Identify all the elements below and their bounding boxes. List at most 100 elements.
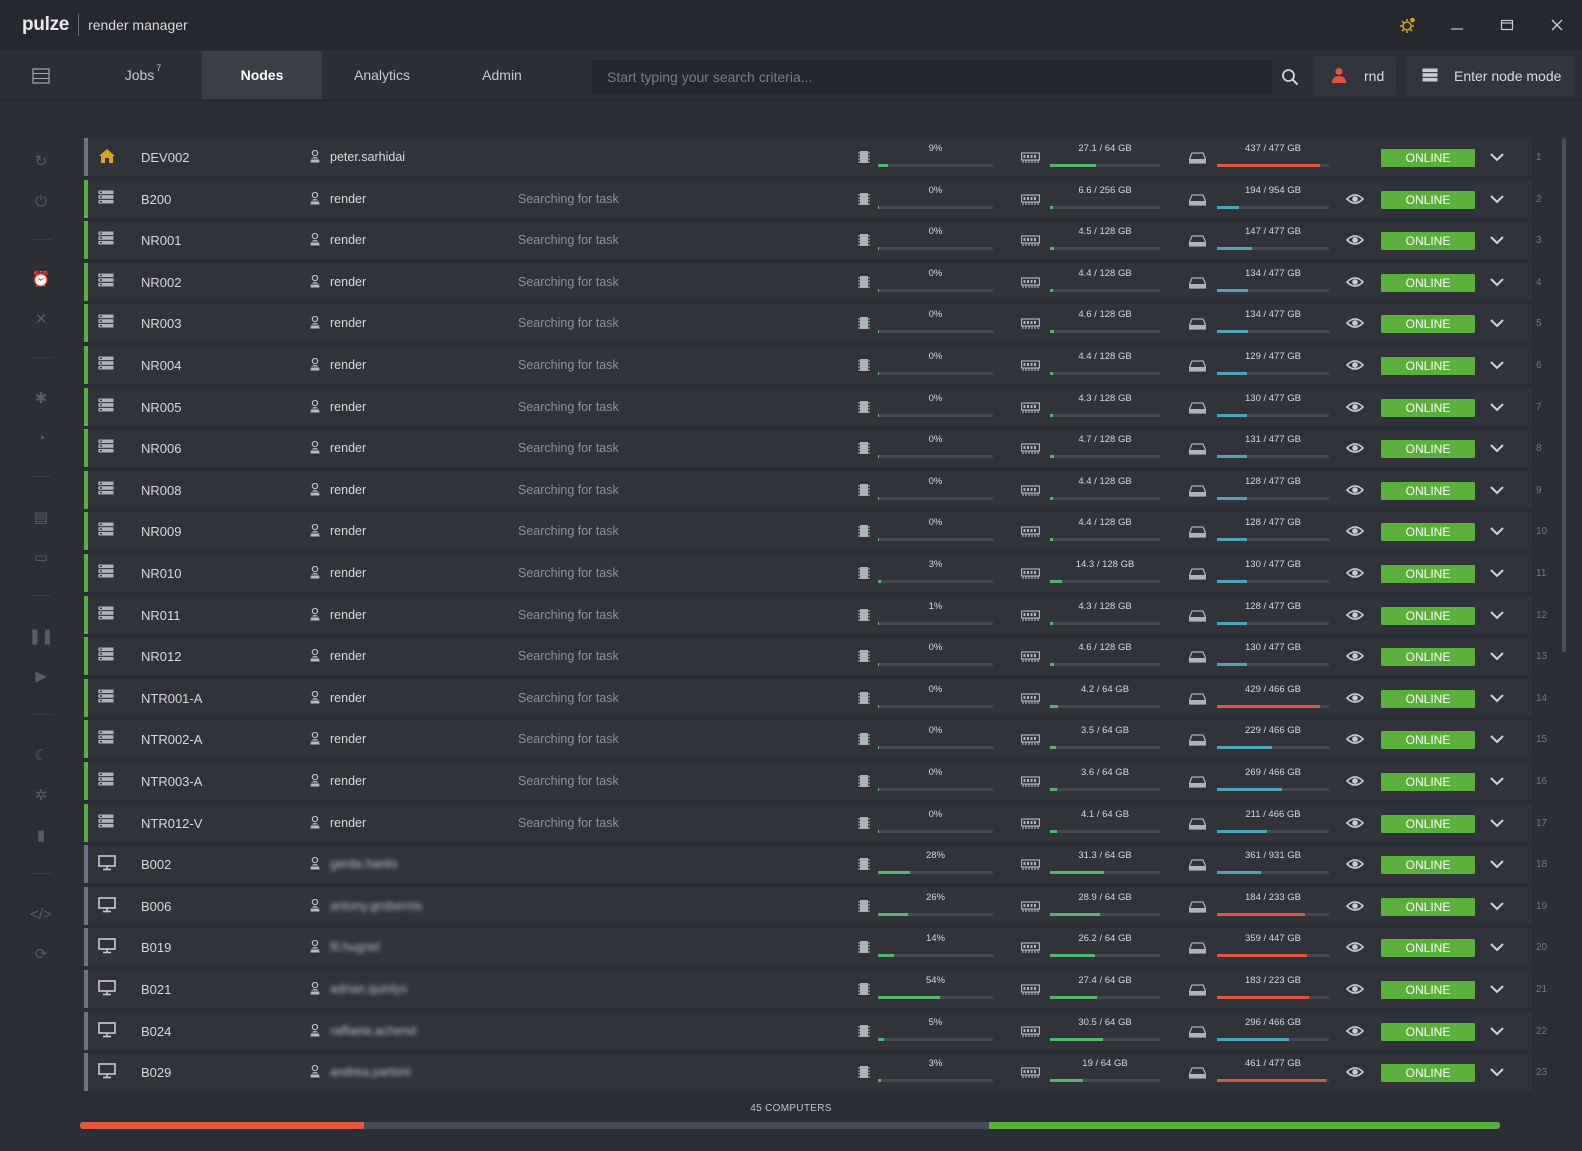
watch-eye-icon[interactable]: [1345, 274, 1365, 290]
node-name[interactable]: NR005: [141, 400, 182, 415]
watch-eye-icon[interactable]: [1345, 939, 1365, 955]
chevron-down-icon[interactable]: [1489, 524, 1505, 538]
chevron-down-icon[interactable]: [1489, 899, 1505, 913]
node-row[interactable]: B029 andrea.partoni 3% 19 / 64 GB 461 / 477 …: [84, 1053, 1532, 1091]
node-name[interactable]: B006: [141, 899, 172, 914]
watch-eye-icon[interactable]: [1345, 815, 1365, 831]
node-row[interactable]: NR001 render Searching for task 0% 4.5 / 128…: [84, 221, 1532, 259]
chevron-down-icon[interactable]: [1489, 608, 1505, 622]
bug-icon[interactable]: ✱: [34, 390, 48, 407]
node-row[interactable]: NR010 render Searching for task 3% 14.3 / 12…: [84, 554, 1532, 592]
power-icon[interactable]: ⏻: [35, 192, 47, 210]
play-icon[interactable]: ▶: [35, 668, 47, 685]
watch-eye-icon[interactable]: [1345, 523, 1365, 539]
node-name[interactable]: NTR001-A: [141, 691, 203, 706]
dashboard-icon[interactable]: ◔: [36, 429, 46, 447]
node-name[interactable]: B024: [141, 1024, 172, 1039]
node-name[interactable]: NTR002-A: [141, 732, 203, 747]
node-name[interactable]: DEV002: [141, 150, 190, 165]
watch-eye-icon[interactable]: [1345, 690, 1365, 706]
node-name[interactable]: NR009: [141, 524, 182, 539]
watch-eye-icon[interactable]: [1345, 1064, 1365, 1080]
restart-icon[interactable]: ↻: [34, 153, 48, 170]
chevron-down-icon[interactable]: [1489, 732, 1505, 746]
chevron-down-icon[interactable]: [1489, 649, 1505, 663]
chevron-down-icon[interactable]: [1489, 982, 1505, 996]
node-row[interactable]: NR011 render Searching for task 1% 4.3 / 128…: [84, 596, 1532, 634]
node-name[interactable]: NR008: [141, 483, 182, 498]
node-row[interactable]: B024 raffaela.achend 5% 30.5 / 64 GB 296 / 4…: [84, 1012, 1532, 1050]
node-name[interactable]: NR011: [141, 608, 181, 623]
watch-eye-icon[interactable]: [1345, 856, 1365, 872]
watch-eye-icon[interactable]: [1345, 482, 1365, 498]
node-name[interactable]: NR012: [141, 649, 182, 664]
settings-gear-icon[interactable]: [1382, 0, 1432, 50]
watch-eye-icon[interactable]: [1345, 315, 1365, 331]
chevron-down-icon[interactable]: [1489, 275, 1505, 289]
watch-eye-icon[interactable]: [1345, 898, 1365, 914]
chevron-down-icon[interactable]: [1489, 441, 1505, 455]
chevron-down-icon[interactable]: [1489, 857, 1505, 871]
node-name[interactable]: B019: [141, 940, 172, 955]
watch-eye-icon[interactable]: [1345, 607, 1365, 623]
node-name[interactable]: NR003: [141, 316, 182, 331]
node-row[interactable]: NTR001-A render Searching for task 0% 4.2 / …: [84, 679, 1532, 717]
watch-eye-icon[interactable]: [1345, 440, 1365, 456]
laptop-icon[interactable]: ▭: [33, 549, 49, 566]
node-row[interactable]: DEV002 peter.sarhidai 9% 27.1 / 64 GB 437 / …: [84, 138, 1532, 176]
watch-eye-icon[interactable]: [1345, 648, 1365, 664]
tab-nodes[interactable]: Nodes: [202, 51, 322, 99]
node-row[interactable]: NR006 render Searching for task 0% 4.7 / 128…: [84, 429, 1532, 467]
sleep-moon-icon[interactable]: ☾: [34, 747, 48, 764]
chevron-down-icon[interactable]: [1489, 691, 1505, 705]
node-row[interactable]: NTR002-A render Searching for task 0% 3.5 / …: [84, 720, 1532, 758]
node-row[interactable]: NR004 render Searching for task 0% 4.4 / 128…: [84, 346, 1532, 384]
pause-icon[interactable]: ❚❚: [28, 628, 54, 645]
minimize-icon[interactable]: [1432, 0, 1482, 50]
node-name[interactable]: NR004: [141, 358, 182, 373]
chip-icon[interactable]: ▮: [36, 827, 46, 844]
node-row[interactable]: NTR003-A render Searching for task 0% 3.6 / …: [84, 762, 1532, 800]
chevron-down-icon[interactable]: [1489, 358, 1505, 372]
chevron-down-icon[interactable]: [1489, 1065, 1505, 1079]
node-name[interactable]: NR002: [141, 275, 182, 290]
node-row[interactable]: NR009 render Searching for task 0% 4.4 / 128…: [84, 512, 1532, 550]
chevron-down-icon[interactable]: [1489, 192, 1505, 206]
chevron-down-icon[interactable]: [1489, 316, 1505, 330]
chevron-down-icon[interactable]: [1489, 774, 1505, 788]
node-name[interactable]: NTR003-A: [141, 774, 203, 789]
menu-list-icon[interactable]: [20, 63, 62, 89]
node-row[interactable]: B006 antony.grobernis 26% 28.9 / 64 GB 184 /…: [84, 887, 1532, 925]
chevron-down-icon[interactable]: [1489, 566, 1505, 580]
chevron-down-icon[interactable]: [1489, 1024, 1505, 1038]
gear-icon[interactable]: ✲: [34, 787, 48, 804]
scrollbar[interactable]: [1562, 138, 1566, 652]
enter-node-mode-button[interactable]: Enter node mode: [1406, 56, 1574, 96]
sync-icon[interactable]: ⟳: [34, 946, 48, 963]
chevron-down-icon[interactable]: [1489, 940, 1505, 954]
node-name[interactable]: B002: [141, 857, 172, 872]
watch-eye-icon[interactable]: [1345, 731, 1365, 747]
node-row[interactable]: NR008 render Searching for task 0% 4.4 / 128…: [84, 471, 1532, 509]
node-name[interactable]: NR001: [141, 233, 182, 248]
node-row[interactable]: B002 gerda.hanlis 28% 31.3 / 64 GB 361 / 931…: [84, 845, 1532, 883]
chevron-down-icon[interactable]: [1489, 483, 1505, 497]
cancel-icon[interactable]: ✕: [34, 311, 48, 328]
watch-eye-icon[interactable]: [1345, 565, 1365, 581]
tab-jobs[interactable]: Jobs 7: [82, 51, 202, 99]
node-name[interactable]: B021: [141, 982, 172, 997]
node-name[interactable]: NTR012-V: [141, 816, 203, 831]
watch-eye-icon[interactable]: [1345, 773, 1365, 789]
watch-eye-icon[interactable]: [1345, 1023, 1365, 1039]
node-row[interactable]: NTR012-V render Searching for task 0% 4.1 / …: [84, 804, 1532, 842]
code-icon[interactable]: </>: [30, 905, 52, 923]
user-button[interactable]: rnd: [1314, 56, 1396, 96]
watch-eye-icon[interactable]: [1345, 191, 1365, 207]
alarm-icon[interactable]: ⏰: [31, 271, 51, 288]
watch-eye-icon[interactable]: [1345, 357, 1365, 373]
chevron-down-icon[interactable]: [1489, 233, 1505, 247]
chevron-down-icon[interactable]: [1489, 150, 1505, 164]
node-row[interactable]: NR003 render Searching for task 0% 4.6 / 128…: [84, 304, 1532, 342]
node-row[interactable]: NR012 render Searching for task 0% 4.6 / 128…: [84, 637, 1532, 675]
node-name[interactable]: B029: [141, 1065, 172, 1080]
